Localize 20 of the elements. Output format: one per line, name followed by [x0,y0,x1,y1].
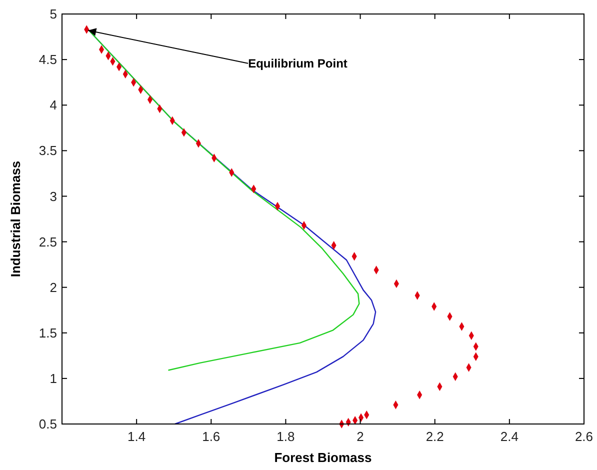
y-tick-label: 0.5 [38,416,57,432]
annotation: Equilibrium Point [248,56,348,71]
y-tick-label: 1 [50,370,57,386]
x-tick-label: 1.8 [276,429,295,444]
y-tick-label: 4 [50,98,57,113]
x-tick-label: 1.4 [128,429,146,444]
y-tick-label: 3 [50,188,57,204]
y-axis-title: Industrial Biomass [8,160,23,278]
y-tick-label: 2 [50,280,57,295]
y-tick-label: 4.5 [38,52,57,68]
x-tick-label: 2 [356,429,364,444]
x-tick-label: 2.2 [426,429,444,444]
x-axis-title: Forest Biomass [274,450,372,465]
x-tick-label: 1.6 [202,429,220,444]
x-tick-label: 2.6 [574,429,594,444]
y-tick-label: 2.5 [38,234,57,250]
y-tick-label: 5 [50,6,57,22]
y-tick-label: 1.5 [38,325,57,340]
x-tick-label: 2.4 [500,429,518,444]
y-tick-label: 3.5 [38,143,57,158]
